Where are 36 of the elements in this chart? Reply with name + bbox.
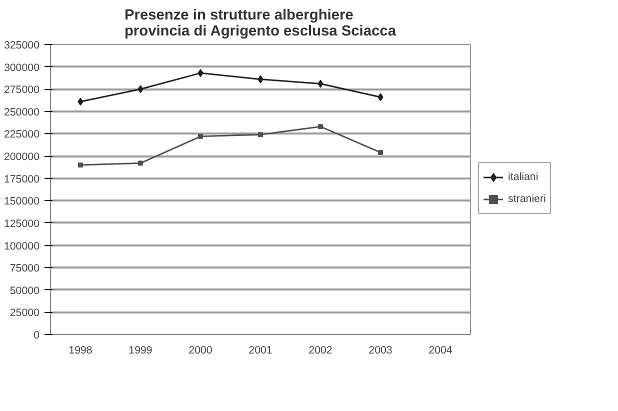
y-tick-label: 150000	[4, 196, 40, 208]
point	[198, 134, 203, 139]
x-tick-label: 2003	[368, 344, 392, 356]
y-tick-label: 225000	[4, 128, 40, 141]
point	[198, 69, 204, 78]
legend-label: stranieri	[508, 193, 546, 205]
point	[78, 98, 84, 106]
y-tick-label: 25000	[10, 307, 40, 320]
y-tick-label: 325000	[4, 40, 40, 52]
x-tick-label: 1998	[68, 344, 92, 356]
x-tick-label: 2001	[248, 344, 272, 356]
y-tick-label: 50000	[10, 284, 40, 297]
legend-label: italiani	[508, 171, 538, 183]
x-tick-label: 2004	[428, 344, 452, 356]
y-tick-label: 275000	[4, 84, 40, 96]
point	[318, 124, 323, 130]
point	[138, 85, 144, 94]
y-tick-label: 175000	[4, 173, 40, 186]
y-tick-label: 0	[34, 330, 40, 342]
point	[258, 132, 263, 138]
y-tick-label: 75000	[10, 262, 40, 275]
x-tick-label: 2000	[188, 344, 212, 356]
point	[318, 80, 324, 88]
point	[258, 75, 264, 84]
point	[138, 160, 143, 166]
y-tick-label: 200000	[4, 151, 40, 164]
chart-title: Presenze in strutture alberghiere provincia di Agrigento esclusa Sciacca	[124, 8, 397, 40]
point	[78, 162, 83, 168]
y-tick-label: 300000	[4, 62, 40, 74]
y-tick-label: 100000	[4, 240, 40, 252]
x-tick-label: 2002	[308, 344, 332, 356]
point	[378, 150, 383, 155]
point	[378, 93, 384, 102]
y-tick-label: 250000	[4, 106, 40, 118]
x-tick-label: 1999	[128, 344, 152, 356]
y-tick-label: 125000	[4, 218, 40, 230]
